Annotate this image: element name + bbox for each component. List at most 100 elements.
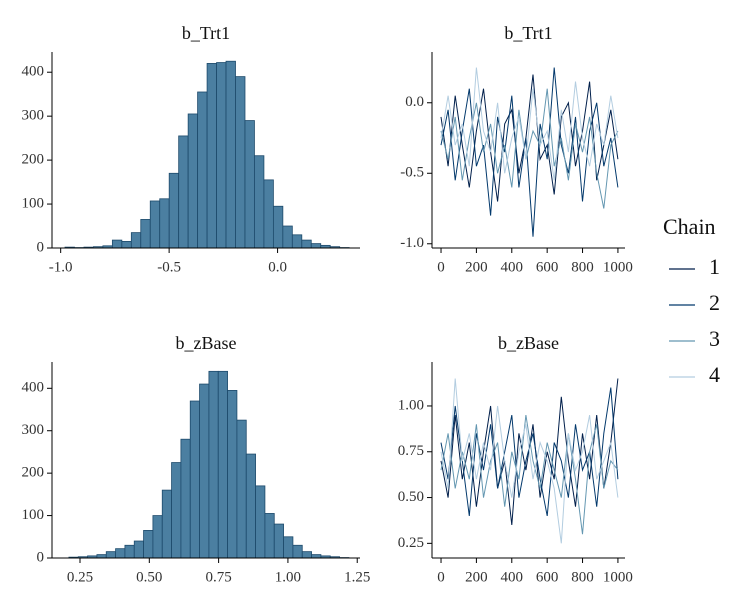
histogram-bar (236, 419, 247, 559)
histogram-bar (124, 544, 135, 559)
y-tick-label: 200 (22, 465, 45, 481)
trace-line (440, 88, 619, 209)
histogram-bar (245, 453, 256, 559)
trace-line (440, 415, 619, 535)
x-tick-label: -1.0 (49, 259, 73, 275)
histogram-bar (301, 551, 312, 559)
trace-line (440, 387, 619, 516)
histogram-bar (168, 172, 180, 249)
histogram-bar (178, 135, 189, 249)
legend-label: 1 (709, 254, 720, 279)
y-tick-label: 0 (37, 239, 45, 255)
x-tick-label: 1.00 (275, 569, 301, 585)
histogram-bar (171, 462, 182, 559)
histogram-bar (217, 370, 228, 559)
histogram-bar (254, 155, 265, 249)
histogram-bar (291, 234, 303, 249)
x-tick-label: 1000 (603, 569, 633, 585)
panel-title: b_Trt1 (182, 23, 230, 43)
legend-label: 4 (709, 362, 720, 387)
histogram-bar (301, 239, 312, 249)
y-tick-label: 400 (22, 64, 45, 80)
histogram-bar (282, 225, 293, 249)
legend-label: 2 (709, 290, 720, 315)
x-tick-label: 400 (501, 259, 524, 275)
y-tick-label: 300 (22, 108, 45, 124)
legend-label: 3 (709, 326, 720, 351)
histogram-bar (255, 485, 266, 559)
legend-title: Chain (663, 214, 716, 239)
y-tick-label: 0.25 (398, 535, 424, 551)
trace-line (440, 74, 619, 202)
histogram-bar (235, 76, 246, 249)
histogram-bar (272, 205, 284, 249)
histogram-bar (311, 554, 322, 559)
y-tick-label: 0.75 (398, 443, 424, 459)
y-tick-label: 200 (22, 152, 45, 168)
panel-title: b_zBase (176, 333, 237, 353)
histogram-bar (273, 523, 284, 559)
histogram-bar (152, 515, 163, 559)
x-tick-label: 600 (536, 569, 559, 585)
histogram-bar (264, 513, 275, 559)
histogram-bar (225, 60, 236, 249)
histogram-bar (130, 232, 142, 249)
y-tick-label: -1.0 (400, 235, 424, 251)
x-tick-label: 800 (571, 259, 594, 275)
histogram-bar (199, 383, 210, 559)
x-tick-label: 200 (465, 259, 488, 275)
x-tick-label: 1000 (603, 259, 633, 275)
histogram-bar (292, 544, 303, 559)
y-tick-label: 0.0 (405, 94, 424, 110)
x-tick-label: 0.0 (268, 259, 287, 275)
trace-line (440, 378, 619, 544)
y-tick-label: 100 (22, 195, 45, 211)
trace-line (440, 67, 619, 237)
histogram-bar (189, 400, 200, 559)
histogram-bar (187, 113, 199, 249)
x-tick-label: 0.25 (67, 569, 93, 585)
histogram-bar (244, 120, 255, 249)
histogram-bar (111, 239, 123, 249)
trace-line (440, 67, 619, 181)
histogram-bar (216, 62, 227, 249)
histogram-bar (105, 551, 116, 559)
histogram-bar (149, 200, 161, 249)
x-tick-label: 200 (465, 569, 488, 585)
histogram-bar (121, 241, 132, 249)
histogram-bar (140, 219, 151, 249)
histogram-bar (283, 536, 294, 559)
y-tick-label: 0.50 (398, 489, 424, 505)
y-tick-label: 0 (37, 549, 45, 565)
panel-title: b_zBase (498, 333, 559, 353)
y-tick-label: 300 (22, 422, 45, 438)
histogram-bar (208, 370, 219, 559)
x-tick-label: 0 (437, 569, 445, 585)
histogram-bar (143, 530, 154, 559)
x-tick-label: 400 (501, 569, 524, 585)
x-tick-label: 0 (437, 259, 445, 275)
y-tick-label: 400 (22, 380, 45, 396)
histogram-bar (96, 554, 107, 559)
x-tick-label: 0.50 (136, 569, 162, 585)
histogram-bar (310, 243, 322, 249)
x-tick-label: 800 (571, 569, 594, 585)
x-tick-label: -0.5 (157, 259, 181, 275)
histogram-bar (227, 390, 238, 559)
y-tick-label: 100 (22, 507, 45, 523)
x-tick-label: 1.25 (344, 569, 370, 585)
histogram-bar (133, 540, 144, 559)
histogram-bar (180, 438, 191, 559)
histogram-bar (161, 489, 172, 559)
y-tick-label: 1.00 (398, 397, 424, 413)
histogram-bar (159, 198, 170, 249)
histogram-bar (115, 548, 126, 559)
histogram-bar (263, 179, 274, 249)
histogram-bar (206, 63, 217, 249)
histogram-bar (197, 91, 208, 249)
x-tick-label: 0.75 (205, 569, 231, 585)
panel-title: b_Trt1 (504, 23, 552, 43)
y-tick-label: -0.5 (400, 165, 424, 181)
x-tick-label: 600 (536, 259, 559, 275)
